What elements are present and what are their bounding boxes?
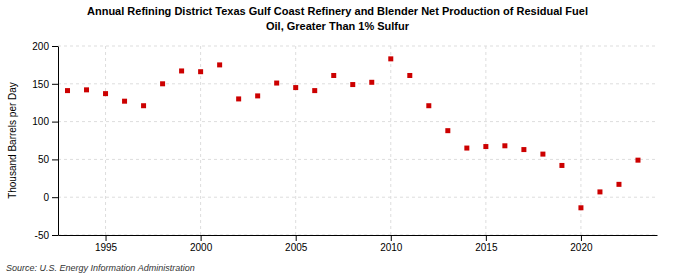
x-tick-label: 2010: [380, 242, 403, 253]
point: [103, 91, 108, 96]
grid-line-y: [58, 197, 657, 198]
grid-line-y: [58, 159, 657, 160]
point: [578, 205, 583, 210]
point: [312, 88, 317, 93]
y-tick-label: 100: [32, 116, 49, 127]
x-tick-label: 2015: [475, 242, 498, 253]
point: [236, 96, 241, 101]
point: [540, 152, 545, 157]
y-tick-mark: [52, 122, 58, 123]
point: [217, 62, 222, 67]
y-tick: -50: [35, 230, 58, 241]
point: [407, 73, 412, 78]
y-tick: 50: [38, 154, 58, 165]
point: [464, 146, 469, 151]
y-tick-mark: [52, 197, 58, 198]
x-tick-label: 2005: [285, 242, 308, 253]
y-tick-mark: [52, 159, 58, 160]
y-axis: -50 0 50 100 150 200: [32, 41, 58, 241]
point: [369, 80, 374, 85]
grid-line-x: [295, 46, 296, 235]
point: [122, 99, 127, 104]
point: [597, 189, 602, 194]
y-tick-label: 0: [43, 192, 49, 203]
point: [84, 87, 89, 92]
point: [426, 103, 431, 108]
point: [502, 143, 507, 148]
point: [635, 158, 640, 163]
y-axis-line: [58, 47, 59, 236]
x-axis-line: [59, 235, 658, 236]
point: [388, 56, 393, 61]
source: Source: U.S. Energy Information Administ…: [6, 263, 195, 273]
grid-line-x: [105, 46, 106, 235]
y-tick-mark: [52, 84, 58, 85]
x-tick: 2015: [475, 235, 498, 253]
x-tick: 1995: [95, 235, 118, 253]
point: [274, 81, 279, 86]
points: [65, 56, 640, 210]
x-tick: 2010: [380, 235, 403, 253]
x-tick-label: 2020: [570, 242, 593, 253]
grid-line-y: [58, 46, 657, 47]
title: Annual Refining District Texas Gulf Coas…: [87, 5, 588, 32]
y-tick: 0: [43, 192, 58, 203]
point: [198, 69, 203, 74]
x-tick: 2000: [190, 235, 213, 253]
x-tick-mark: [486, 235, 487, 241]
point: [483, 144, 488, 149]
x-tick-label: 1995: [95, 242, 118, 253]
y-tick-label: 50: [38, 154, 50, 165]
y-axis-label: Thousand Barrels per Day: [7, 82, 18, 199]
grid-line-x: [390, 46, 391, 235]
grid-line-x: [200, 46, 201, 235]
y-tick-mark: [52, 235, 58, 236]
x-tick-mark: [581, 235, 582, 241]
x-tick-mark: [391, 235, 392, 241]
point: [160, 81, 165, 86]
grid-line-x: [485, 46, 486, 235]
x-tick-mark: [106, 235, 107, 241]
x-tick-mark: [201, 235, 202, 241]
point: [65, 88, 70, 93]
x-tick-mark: [296, 235, 297, 241]
point: [616, 182, 621, 187]
chart: Annual Refining District Texas Gulf Coas…: [0, 0, 675, 275]
y-tick-label: -50: [35, 230, 50, 241]
y-tick: 100: [32, 116, 58, 127]
point: [521, 147, 526, 152]
point: [255, 93, 260, 98]
y-tick: 200: [32, 41, 58, 52]
grid-line-y: [58, 235, 657, 236]
y-tick-label: 150: [32, 79, 49, 90]
x-axis: 1995 2000 2005 2010 2015 2020: [59, 235, 658, 253]
point: [179, 68, 184, 73]
y-tick-mark: [52, 46, 58, 47]
x-tick: 2020: [570, 235, 593, 253]
point: [293, 85, 298, 90]
point: [445, 128, 450, 133]
x-tick-label: 2000: [190, 242, 213, 253]
point: [350, 82, 355, 87]
plot-area: 1995 2000 2005 2010 2015 2020 -50 0 50 100 150 200 T…: [7, 41, 658, 253]
grid: [58, 46, 657, 235]
x-tick: 2005: [285, 235, 308, 253]
point: [141, 103, 146, 108]
grid-line-y: [58, 83, 657, 84]
point: [331, 73, 336, 78]
y-tick: 150: [32, 79, 58, 90]
y-tick-label: 200: [32, 41, 49, 52]
grid-line-y: [58, 121, 657, 122]
point: [559, 163, 564, 168]
